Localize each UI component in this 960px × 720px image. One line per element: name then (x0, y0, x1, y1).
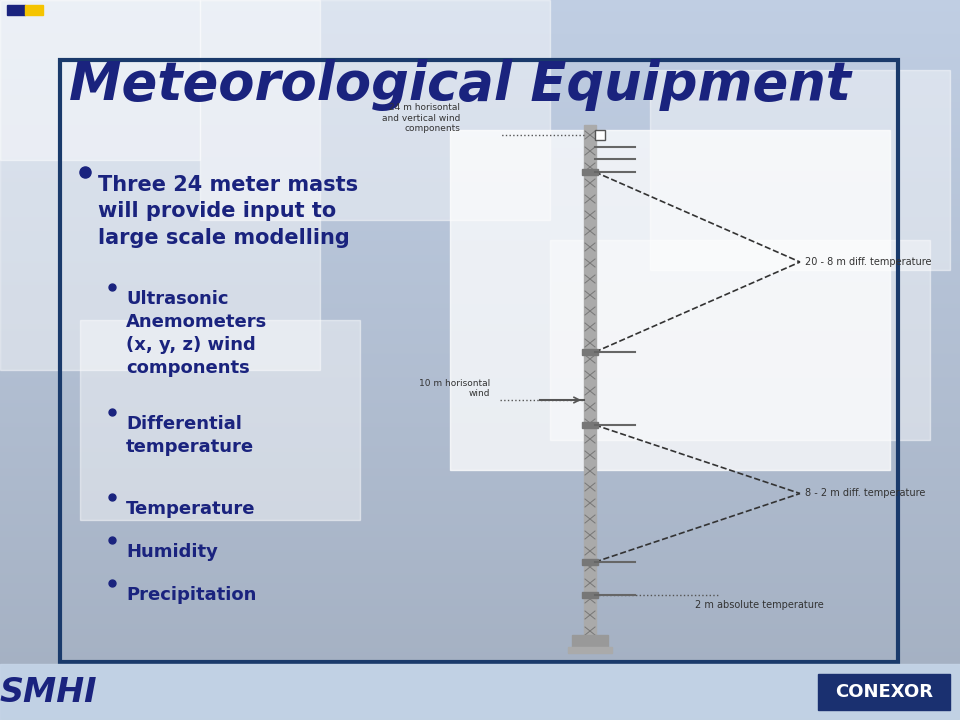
Bar (584, 125, 596, 635)
Bar (568, 647, 612, 653)
Bar (582, 349, 598, 355)
Text: Temperature: Temperature (126, 500, 255, 518)
Bar (0, 0, 200, 160)
Bar (572, 635, 608, 649)
Bar (25, 5, 43, 15)
Text: 8 - 2 m diff. temperature: 8 - 2 m diff. temperature (805, 488, 925, 498)
Text: Three 24 meter masts
will provide input to
large scale modelling: Three 24 meter masts will provide input … (98, 175, 358, 248)
Bar (582, 422, 598, 428)
Bar (0, 0, 320, 370)
Text: Precipitation: Precipitation (126, 586, 256, 604)
Text: Ultrasonic
Anemometers
(x, y, z) wind
components: Ultrasonic Anemometers (x, y, z) wind co… (126, 290, 267, 377)
Bar (80, 320, 360, 520)
Text: 24 m horisontal
and vertical wind
components: 24 m horisontal and vertical wind compon… (382, 103, 460, 133)
Bar (7, 5, 25, 15)
Text: SMHI: SMHI (0, 675, 97, 708)
Bar (0, 664, 960, 720)
Text: Humidity: Humidity (126, 543, 218, 561)
Text: CONEXOR: CONEXOR (835, 683, 933, 701)
Text: 10 m horisontal
wind: 10 m horisontal wind (419, 379, 490, 398)
Text: 20 - 8 m diff. temperature: 20 - 8 m diff. temperature (805, 257, 931, 267)
Text: Differential
temperature: Differential temperature (126, 415, 254, 456)
Text: Meteorological Equipment: Meteorological Equipment (69, 59, 851, 111)
Text: 2 m absolute temperature: 2 m absolute temperature (695, 600, 824, 610)
Bar (582, 169, 598, 175)
Bar (595, 130, 605, 140)
Bar (582, 592, 598, 598)
Bar (200, 0, 550, 220)
Bar (582, 559, 598, 565)
Bar (550, 240, 930, 440)
Bar (818, 674, 950, 710)
Bar (650, 70, 950, 270)
Bar (450, 130, 890, 470)
